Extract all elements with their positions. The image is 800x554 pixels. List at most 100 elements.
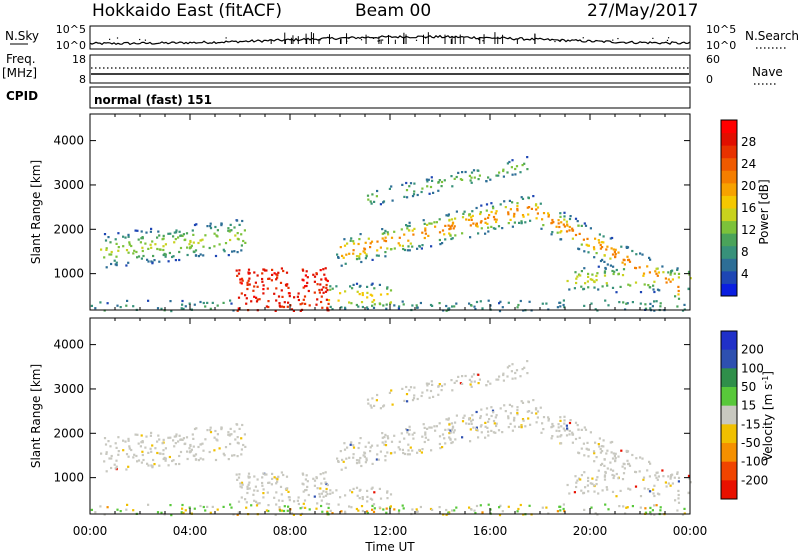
velocity-cell: [445, 508, 448, 512]
velocity-cell: [586, 441, 589, 444]
velocity-cell: [651, 509, 654, 512]
power-cell: [430, 245, 433, 248]
power-cell: [262, 288, 265, 291]
velocity-cell: [248, 487, 251, 490]
power-cell: [476, 225, 479, 228]
power-cell: [627, 283, 630, 286]
power-cell: [376, 240, 379, 243]
power-cell: [128, 241, 131, 244]
power-cell: [150, 260, 153, 263]
power-cell: [352, 249, 355, 252]
power-cell: [279, 305, 282, 308]
velocity-cell: [653, 484, 656, 487]
time-tick-label: 04:00: [173, 524, 208, 538]
power-cell: [366, 291, 369, 294]
velocity-cell: [653, 513, 656, 516]
nsearch-tick-top: 10^5: [706, 23, 736, 36]
velocity-cell: [448, 436, 451, 439]
power-cell: [386, 286, 389, 289]
power-cell: [477, 169, 480, 172]
power-cell: [437, 181, 440, 184]
power-cell: [491, 205, 495, 208]
velocity-cell: [565, 424, 568, 427]
velocity-cell: [258, 502, 261, 505]
velocity-cell: [389, 493, 393, 496]
power-cell: [276, 276, 279, 279]
power-colorbar-tick: 28: [741, 135, 756, 149]
velocity-cell: [623, 463, 626, 466]
power-cell: [530, 207, 533, 210]
nsearch-dot: [109, 38, 111, 40]
power-cell: [158, 260, 161, 263]
power-cell: [430, 176, 433, 179]
velocity-cell: [464, 374, 467, 378]
velocity-cell: [246, 485, 249, 488]
power-cell: [563, 211, 566, 214]
power-cell: [480, 204, 483, 207]
power-cell: [593, 248, 596, 251]
velocity-cell: [372, 510, 376, 513]
power-cell: [578, 232, 581, 235]
power-cell: [361, 292, 364, 295]
velocity-cell: [379, 407, 382, 410]
nsearch-dot: [380, 39, 382, 41]
power-cell: [582, 287, 586, 290]
power-cell: [315, 272, 318, 275]
power-cell: [152, 254, 155, 258]
power-cell: [280, 289, 283, 292]
nave-tick-top: 60: [706, 53, 720, 66]
power-cell: [378, 302, 381, 305]
velocity-cell: [503, 404, 506, 407]
velocity-cell: [510, 370, 513, 373]
velocity-cell: [542, 416, 546, 419]
power-cell: [127, 251, 130, 254]
velocity-cell: [389, 505, 392, 508]
power-cell: [521, 197, 525, 200]
velocity-cell: [106, 506, 109, 509]
velocity-cell: [584, 428, 588, 431]
power-cell: [206, 301, 209, 304]
power-cell: [255, 300, 259, 303]
velocity-cell: [423, 426, 426, 429]
velocity-cell: [343, 448, 347, 451]
power-cell: [644, 307, 648, 310]
power-cell: [267, 300, 270, 303]
power-cell: [606, 263, 609, 266]
velocity-cell: [105, 452, 108, 455]
power-cell: [188, 243, 191, 246]
power-cell: [603, 270, 607, 273]
power-cell: [346, 242, 349, 245]
power-cell: [498, 302, 501, 305]
power-cell: [271, 268, 274, 271]
velocity-colorbar-tick: 200: [741, 343, 764, 357]
power-cell: [430, 222, 433, 225]
velocity-cell: [603, 478, 607, 481]
power-cell: [648, 271, 651, 274]
velocity-cell: [366, 489, 369, 492]
power-cell: [613, 270, 616, 273]
power-cell: [246, 281, 249, 284]
velocity-cell: [346, 446, 349, 449]
velocity-cell: [492, 411, 495, 414]
power-cell: [571, 229, 574, 232]
power-cell: [325, 283, 328, 287]
velocity-cell: [571, 441, 574, 444]
power-cell: [407, 245, 410, 248]
velocity-cell: [469, 440, 472, 443]
velocity-cell: [422, 423, 425, 426]
nsearch-dot: [319, 39, 321, 41]
power-cell: [498, 310, 502, 313]
power-cell: [391, 199, 394, 202]
power-cell: [367, 198, 370, 201]
velocity-cell: [560, 434, 563, 437]
velocity-cell: [634, 485, 638, 488]
power-cell: [447, 214, 450, 217]
power-cell: [142, 254, 145, 258]
power-cell: [344, 262, 347, 265]
power-cell: [407, 239, 410, 242]
velocity-cell: [647, 488, 650, 491]
velocity-cell: [302, 502, 305, 505]
power-cell: [320, 288, 323, 291]
power-cell: [658, 289, 661, 292]
velocity-cell: [324, 494, 328, 497]
